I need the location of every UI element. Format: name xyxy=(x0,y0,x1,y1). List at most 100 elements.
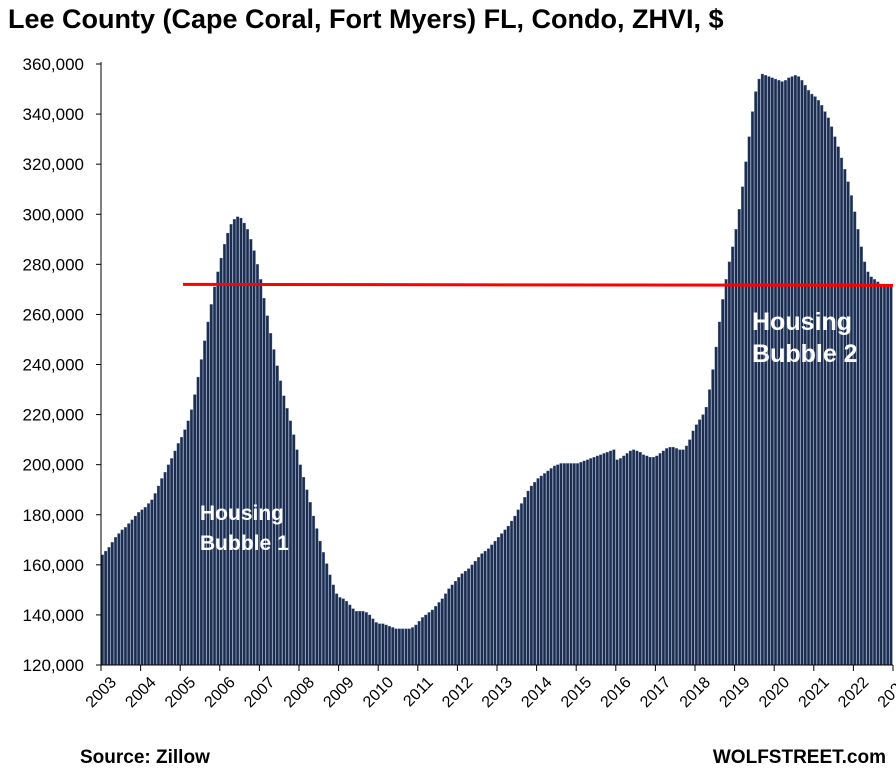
bar xyxy=(879,284,883,666)
bar xyxy=(764,75,768,666)
bar xyxy=(760,73,764,666)
bar xyxy=(655,455,659,666)
bar xyxy=(622,455,626,666)
bar xyxy=(609,450,613,666)
bar xyxy=(252,250,256,666)
annotation-bubble-1-line-2: Bubble 1 xyxy=(200,532,289,555)
bar xyxy=(566,463,570,666)
y-tick-label: 340,000 xyxy=(23,105,84,124)
bar xyxy=(513,515,517,666)
bar xyxy=(288,420,292,666)
bar xyxy=(694,424,698,666)
bar xyxy=(209,304,213,666)
bar xyxy=(104,550,108,666)
bar xyxy=(737,209,741,666)
bar xyxy=(830,126,834,666)
bar xyxy=(437,602,441,666)
bar xyxy=(490,544,494,666)
bar xyxy=(123,527,127,666)
bar xyxy=(826,117,830,666)
bar xyxy=(866,271,870,666)
bar xyxy=(510,520,514,666)
x-tick-label: 2008 xyxy=(281,674,318,711)
bar xyxy=(803,85,807,666)
bar xyxy=(576,463,580,666)
bar xyxy=(213,286,217,666)
x-tick-label: 2003 xyxy=(83,674,120,711)
bar xyxy=(163,472,167,666)
bar xyxy=(642,454,646,666)
y-tick-label: 180,000 xyxy=(23,506,84,525)
bar xyxy=(147,503,151,666)
y-tick-label: 220,000 xyxy=(23,406,84,425)
bar xyxy=(556,464,560,666)
x-axis: 2003 2004 2005 2006 2007 2008 2009 2010 2011 2012… xyxy=(83,664,896,711)
bar xyxy=(810,93,814,666)
bar xyxy=(156,485,160,666)
bar xyxy=(331,584,335,666)
bar xyxy=(562,463,566,666)
x-tick-label: 2013 xyxy=(479,674,516,711)
bar xyxy=(747,136,751,666)
bar xyxy=(440,598,444,666)
bar xyxy=(246,229,250,666)
bar xyxy=(364,612,368,666)
bar xyxy=(414,624,418,666)
bar xyxy=(321,552,325,666)
bar xyxy=(876,281,880,666)
y-tick-label: 320,000 xyxy=(23,155,84,174)
bar xyxy=(671,446,675,666)
bar xyxy=(460,573,464,666)
bar xyxy=(315,528,319,666)
bar xyxy=(500,533,504,666)
bar xyxy=(681,449,685,666)
bar xyxy=(727,261,731,666)
bar xyxy=(605,451,609,666)
bar xyxy=(480,553,484,666)
bar xyxy=(882,284,886,666)
x-tick-label: 2018 xyxy=(677,674,714,711)
bar xyxy=(193,394,197,666)
bar xyxy=(328,574,332,666)
bar xyxy=(684,445,688,666)
bar xyxy=(401,628,405,666)
bar xyxy=(242,222,246,666)
bar xyxy=(843,169,847,666)
bar xyxy=(351,608,355,666)
bar xyxy=(595,455,599,666)
bar xyxy=(206,321,210,666)
bar xyxy=(589,458,593,666)
bar xyxy=(807,90,811,666)
bar xyxy=(615,459,619,666)
bar xyxy=(823,111,827,666)
y-tick-label: 120,000 xyxy=(23,656,84,675)
bar xyxy=(457,577,461,666)
bar xyxy=(820,105,824,666)
bar xyxy=(467,568,471,666)
bar xyxy=(516,509,520,666)
bar xyxy=(503,529,507,666)
bar xyxy=(216,271,220,666)
bar xyxy=(150,499,154,666)
bar xyxy=(519,503,523,666)
bar xyxy=(853,211,857,666)
x-tick-label: 2012 xyxy=(439,674,476,711)
bar xyxy=(120,529,124,666)
bar xyxy=(255,264,259,666)
x-tick-label: 2020 xyxy=(756,674,793,711)
bar xyxy=(444,593,448,666)
bar xyxy=(552,465,556,666)
bar xyxy=(381,623,385,666)
bar xyxy=(863,261,867,666)
bar xyxy=(526,490,530,666)
bar xyxy=(427,612,431,666)
bar xyxy=(298,464,302,666)
bar xyxy=(127,523,131,666)
bar xyxy=(734,229,738,666)
bar xyxy=(859,246,863,666)
bar xyxy=(688,439,692,666)
y-tick-label: 240,000 xyxy=(23,356,84,375)
bar xyxy=(269,333,273,666)
bar xyxy=(780,81,784,666)
bar xyxy=(632,449,636,666)
